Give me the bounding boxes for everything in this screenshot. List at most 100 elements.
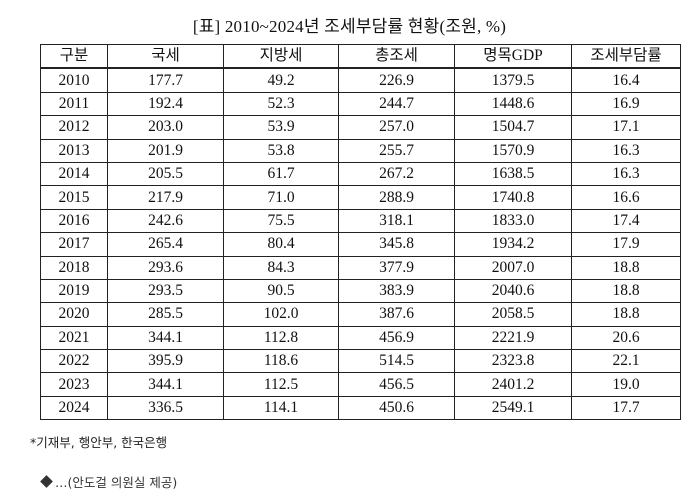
value-cell: 293.5	[107, 278, 224, 304]
year-cell: 2023	[40, 372, 108, 397]
credit-text: …(안도걸 의원실 제공)	[55, 475, 178, 490]
column-header: 총조세	[338, 44, 455, 70]
value-cell: 1833.0	[454, 208, 572, 234]
value-cell: 2221.9	[454, 325, 572, 351]
value-cell: 456.9	[338, 325, 455, 351]
year-cell: 2013	[40, 138, 108, 163]
year-cell: 2022	[40, 349, 108, 374]
table-row: 2024 336.5 114.1 450.6 2549.1 17.7	[40, 395, 681, 421]
table-row: 2011 192.4 52.3 244.7 1448.6 16.9	[40, 91, 681, 117]
value-cell: 19.0	[571, 372, 681, 397]
value-cell: 192.4	[107, 91, 224, 117]
year-cell: 2012	[40, 115, 108, 140]
value-cell: 255.7	[338, 138, 455, 163]
value-cell: 1379.5	[454, 67, 572, 93]
value-cell: 118.6	[223, 349, 339, 374]
value-cell: 265.4	[107, 232, 224, 257]
value-cell: 1504.7	[454, 115, 572, 140]
table-row: 2023 344.1 112.5 456.5 2401.2 19.0	[40, 372, 681, 397]
value-cell: 84.3	[223, 255, 339, 280]
value-cell: 2058.5	[454, 302, 572, 327]
year-cell: 2019	[40, 278, 108, 304]
value-cell: 22.1	[571, 349, 681, 374]
value-cell: 1570.9	[454, 138, 572, 163]
value-cell: 90.5	[223, 278, 339, 304]
value-cell: 18.8	[571, 255, 681, 280]
source-note: *기재부, 행안부, 한국은행	[30, 435, 168, 450]
value-cell: 80.4	[223, 232, 339, 257]
value-cell: 112.5	[223, 372, 339, 397]
year-cell: 2018	[40, 255, 108, 280]
value-cell: 17.7	[571, 395, 681, 421]
value-cell: 377.9	[338, 255, 455, 280]
value-cell: 288.9	[338, 185, 455, 210]
year-cell: 2010	[40, 67, 108, 93]
value-cell: 318.1	[338, 208, 455, 234]
year-cell: 2014	[40, 161, 108, 187]
value-cell: 203.0	[107, 115, 224, 140]
value-cell: 205.5	[107, 161, 224, 187]
value-cell: 16.3	[571, 161, 681, 187]
value-cell: 102.0	[223, 302, 339, 327]
value-cell: 114.1	[223, 395, 339, 421]
table-row: 2019 293.5 90.5 383.9 2040.6 18.8	[40, 278, 681, 304]
year-cell: 2020	[40, 302, 108, 327]
table-row: 2022 395.9 118.6 514.5 2323.8 22.1	[40, 349, 681, 374]
value-cell: 177.7	[107, 67, 224, 93]
value-cell: 16.4	[571, 67, 681, 93]
table-title: [표] 2010~2024년 조세부담률 현황(조원, %)	[192, 17, 507, 36]
value-cell: 217.9	[107, 185, 224, 210]
value-cell: 1740.8	[454, 185, 572, 210]
value-cell: 2549.1	[454, 395, 572, 421]
value-cell: 344.1	[107, 325, 224, 351]
value-cell: 17.1	[571, 115, 681, 140]
value-cell: 61.7	[223, 161, 339, 187]
value-cell: 71.0	[223, 185, 339, 210]
diamond-bullet-icon	[40, 475, 53, 488]
value-cell: 450.6	[338, 395, 455, 421]
value-cell: 285.5	[107, 302, 224, 327]
value-cell: 336.5	[107, 395, 224, 421]
column-header: 조세부담률	[571, 44, 681, 70]
value-cell: 112.8	[223, 325, 339, 351]
year-cell: 2024	[40, 395, 108, 421]
value-cell: 2323.8	[454, 349, 572, 374]
year-cell: 2021	[40, 325, 108, 351]
table-row: 2020 285.5 102.0 387.6 2058.5 18.8	[40, 302, 681, 327]
year-cell: 2016	[40, 208, 108, 234]
value-cell: 267.2	[338, 161, 455, 187]
value-cell: 53.8	[223, 138, 339, 163]
value-cell: 17.4	[571, 208, 681, 234]
value-cell: 16.6	[571, 185, 681, 210]
value-cell: 16.3	[571, 138, 681, 163]
year-cell: 2017	[40, 232, 108, 257]
value-cell: 17.9	[571, 232, 681, 257]
value-cell: 244.7	[338, 91, 455, 117]
table-row: 2017 265.4 80.4 345.8 1934.2 17.9	[40, 232, 681, 257]
value-cell: 52.3	[223, 91, 339, 117]
table-row: 2021 344.1 112.8 456.9 2221.9 20.6	[40, 325, 681, 351]
table-row: 2010 177.7 49.2 226.9 1379.5 16.4	[40, 67, 681, 93]
value-cell: 2401.2	[454, 372, 572, 397]
value-cell: 383.9	[338, 278, 455, 304]
value-cell: 345.8	[338, 232, 455, 257]
table-row: 2014 205.5 61.7 267.2 1638.5 16.3	[40, 161, 681, 187]
column-header: 명목GDP	[454, 44, 572, 70]
value-cell: 2040.6	[454, 278, 572, 304]
column-header: 지방세	[223, 44, 339, 70]
value-cell: 226.9	[338, 67, 455, 93]
year-cell: 2015	[40, 185, 108, 210]
value-cell: 18.8	[571, 278, 681, 304]
value-cell: 53.9	[223, 115, 339, 140]
value-cell: 257.0	[338, 115, 455, 140]
value-cell: 1448.6	[454, 91, 572, 117]
value-cell: 1934.2	[454, 232, 572, 257]
value-cell: 293.6	[107, 255, 224, 280]
value-cell: 20.6	[571, 325, 681, 351]
value-cell: 18.8	[571, 302, 681, 327]
credit-line: …(안도걸 의원실 제공)	[40, 472, 178, 491]
tax-burden-table: 구분 국세 지방세 총조세 명목GDP 조세부담률 2010 177.7 49.2 226.9 1…	[40, 44, 681, 421]
table-row: 2016 242.6 75.5 318.1 1833.0 17.4	[40, 208, 681, 234]
table-row: 2012 203.0 53.9 257.0 1504.7 17.1	[40, 115, 681, 140]
value-cell: 75.5	[223, 208, 339, 234]
